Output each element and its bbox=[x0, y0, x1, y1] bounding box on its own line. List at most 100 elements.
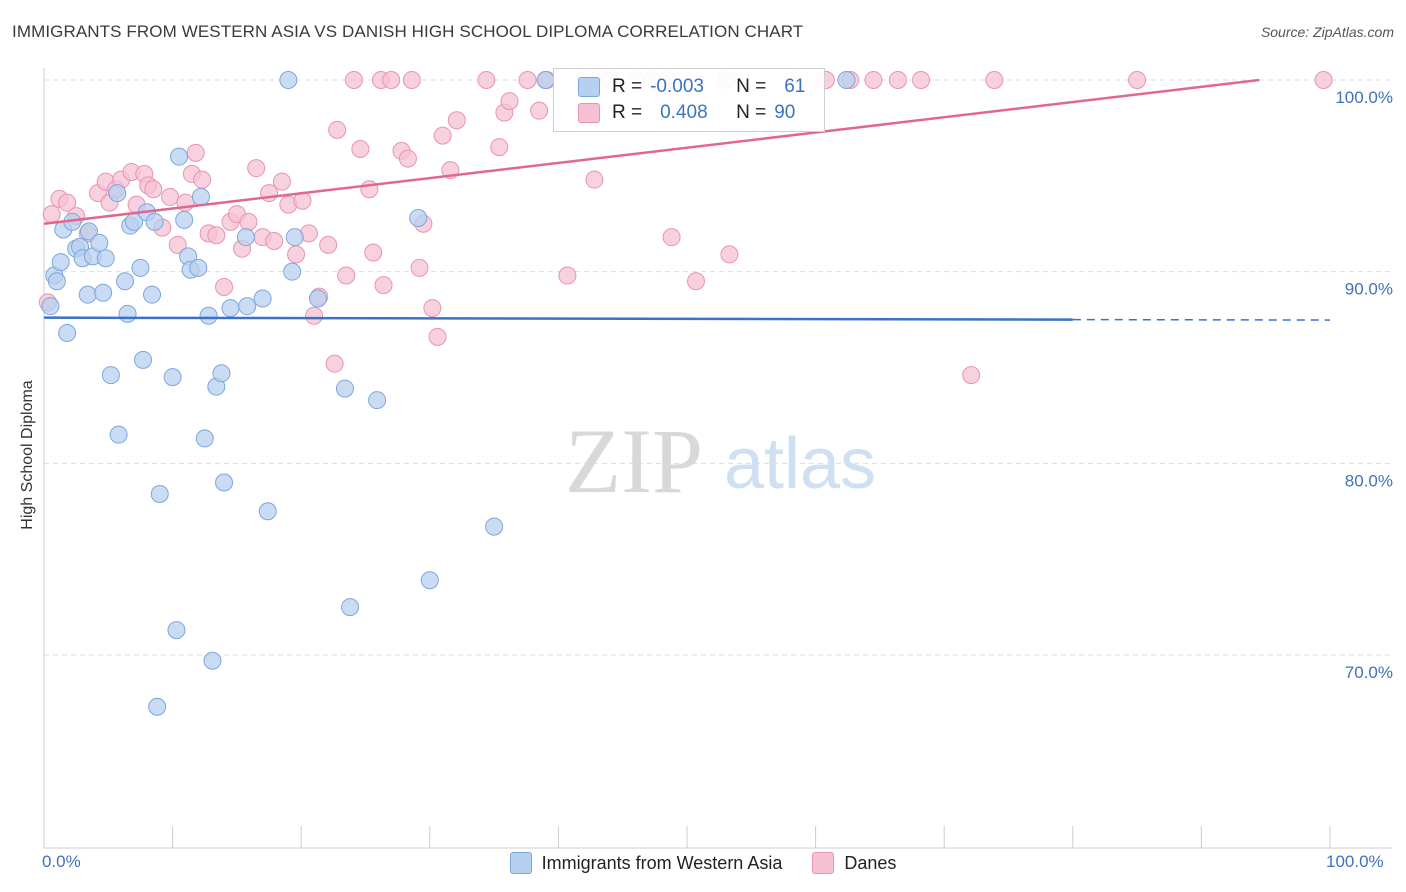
y-tick-label: 80.0% bbox=[1345, 471, 1393, 490]
watermark-zip: ZIP bbox=[565, 410, 703, 512]
western-asia-point bbox=[41, 297, 60, 316]
western-asia-point bbox=[96, 249, 115, 268]
legend-n-label: N = bbox=[736, 102, 767, 123]
legend-r-value: -0.003 bbox=[650, 76, 704, 97]
western-asia-point bbox=[51, 253, 70, 272]
western-asia-point bbox=[94, 283, 113, 302]
danes-point bbox=[447, 111, 466, 130]
western-asia-point bbox=[368, 391, 387, 410]
y-tick-label: 70.0% bbox=[1345, 663, 1393, 682]
stats-legend: R = -0.003 N = 61 R = 0.408 N = 90 bbox=[553, 68, 825, 132]
danes-point bbox=[42, 205, 61, 224]
western-asia-point bbox=[170, 147, 189, 166]
danes-point bbox=[144, 180, 163, 199]
western-asia-point bbox=[118, 304, 137, 323]
western-asia-point bbox=[90, 233, 109, 252]
legend-n-value: 61 bbox=[784, 76, 806, 97]
legend-n-label: N = bbox=[736, 76, 767, 97]
western-asia-point bbox=[283, 262, 302, 281]
danes-point bbox=[239, 212, 258, 231]
danes-point bbox=[888, 71, 907, 89]
western-asia-point bbox=[101, 366, 120, 385]
danes-point bbox=[287, 245, 306, 264]
x-tick-label-left: 0.0% bbox=[42, 852, 81, 871]
western-asia-point bbox=[58, 324, 77, 342]
trend-lines bbox=[43, 78, 1331, 321]
y-tick-labels: 100.0% 90.0% 80.0% 70.0% bbox=[1335, 88, 1393, 682]
western-asia-point bbox=[215, 473, 234, 492]
danes-point bbox=[193, 170, 212, 189]
western-asia-point bbox=[150, 485, 169, 503]
legend-r-value: 0.408 bbox=[660, 102, 708, 123]
danes-point bbox=[410, 258, 429, 277]
danes-point bbox=[662, 228, 681, 247]
western-asia-point bbox=[258, 502, 277, 521]
western-asia-point bbox=[145, 212, 164, 231]
danes-point bbox=[985, 71, 1004, 89]
western-asia-point bbox=[47, 272, 66, 291]
western-asia-point bbox=[279, 71, 298, 89]
western-asia-point bbox=[116, 272, 135, 291]
danes-point bbox=[382, 71, 401, 89]
western-asia-point bbox=[108, 184, 127, 203]
danes-point bbox=[305, 306, 324, 325]
legend-swatch-pink bbox=[812, 852, 835, 874]
danes-point bbox=[530, 101, 549, 120]
legend-item-danes: Danes bbox=[812, 852, 896, 874]
danes-point bbox=[398, 149, 417, 168]
legend-label: Danes bbox=[844, 852, 897, 873]
western-asia-point bbox=[175, 210, 194, 229]
western-asia-point bbox=[420, 571, 439, 590]
western-asia-point bbox=[308, 289, 327, 308]
western-asia-point bbox=[536, 71, 555, 89]
legend-row-western-asia: R = -0.003 N = 61 bbox=[578, 75, 805, 99]
western-asia-point bbox=[485, 517, 504, 536]
danes-point bbox=[344, 71, 363, 89]
western-asia-point bbox=[285, 228, 304, 247]
western-asia-point bbox=[163, 368, 182, 387]
danes-point bbox=[168, 235, 187, 254]
western-asia-trend-line bbox=[43, 316, 1073, 321]
danes-point bbox=[207, 226, 226, 245]
source-label: Source: ZipAtlas.com bbox=[1260, 24, 1394, 40]
grid-lines bbox=[44, 79, 1392, 656]
western-asia-point bbox=[189, 258, 208, 277]
danes-point bbox=[325, 354, 344, 373]
western-asia-point bbox=[109, 425, 128, 444]
danes-point bbox=[864, 71, 883, 89]
legend-row-danes: R = 0.408 N = 90 bbox=[578, 101, 795, 125]
x-tick-label-right: 100.0% bbox=[1326, 852, 1384, 871]
western-asia-point bbox=[253, 289, 272, 308]
danes-point bbox=[687, 272, 706, 291]
danes-point bbox=[477, 71, 496, 89]
danes-point bbox=[518, 71, 537, 89]
legend-n-value: 90 bbox=[774, 102, 796, 123]
danes-point bbox=[247, 159, 266, 178]
danes-point bbox=[319, 235, 338, 254]
danes-point bbox=[423, 299, 442, 318]
danes-point bbox=[490, 138, 509, 157]
legend-swatch-blue bbox=[509, 852, 532, 874]
western-asia-point bbox=[221, 299, 240, 318]
danes-point bbox=[1128, 71, 1147, 89]
western-asia-point bbox=[195, 429, 214, 448]
western-asia-points bbox=[41, 71, 856, 716]
western-asia-point bbox=[212, 364, 231, 383]
danes-point bbox=[364, 243, 383, 262]
watermark-atlas: atlas bbox=[724, 424, 876, 504]
western-asia-point bbox=[203, 651, 222, 670]
western-asia-point bbox=[78, 285, 97, 304]
western-asia-point bbox=[341, 598, 360, 617]
legend-item-western-asia: Immigrants from Western Asia bbox=[509, 852, 782, 874]
danes-point bbox=[500, 92, 519, 111]
danes-point bbox=[962, 366, 981, 385]
danes-point bbox=[265, 232, 284, 250]
western-asia-point bbox=[191, 187, 210, 206]
danes-point bbox=[161, 187, 180, 206]
legend-swatch-blue bbox=[578, 77, 600, 97]
western-asia-point bbox=[238, 297, 257, 316]
danes-point bbox=[428, 327, 447, 346]
danes-point bbox=[351, 140, 370, 158]
western-asia-point bbox=[131, 258, 150, 277]
